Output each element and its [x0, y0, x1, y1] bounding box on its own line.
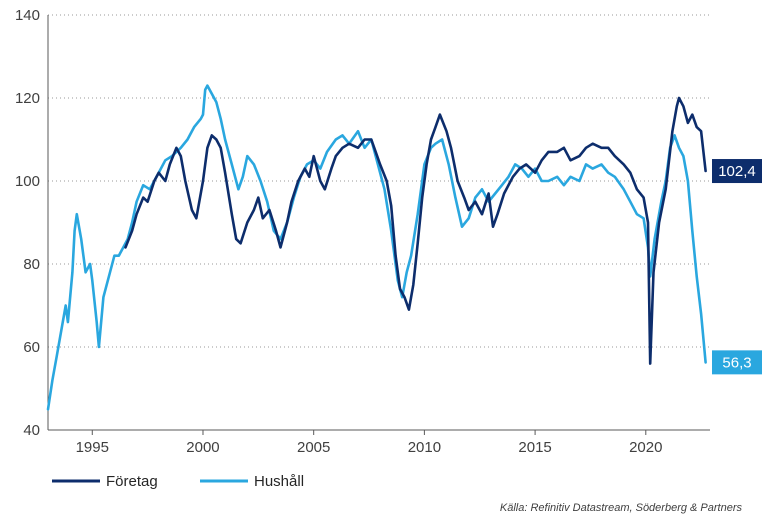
- series-lines: [46, 84, 707, 411]
- legend-label-hushall: Hushåll: [254, 473, 304, 490]
- legend: Företag Hushåll: [52, 473, 304, 490]
- x-tick-label-2005: 2005: [297, 439, 330, 456]
- y-tick-label-80: 80: [23, 256, 40, 273]
- end-label-foretag: 102,4: [718, 163, 756, 180]
- legend-label-foretag: Företag: [106, 473, 158, 490]
- y-tick-label-60: 60: [23, 339, 40, 356]
- end-labels: 102,4 56,3: [712, 159, 762, 375]
- x-tick-label-2010: 2010: [408, 439, 441, 456]
- y-tick-label-40: 40: [23, 422, 40, 439]
- end-label-hushall: 56,3: [722, 354, 751, 371]
- y-tick-label-120: 120: [15, 90, 40, 107]
- x-tick-label-1995: 1995: [76, 439, 109, 456]
- y-tick-label-140: 140: [15, 7, 40, 24]
- source-note: Källa: Refinitiv Datastream, Söderberg &…: [500, 502, 743, 514]
- x-tick-label-2015: 2015: [518, 439, 551, 456]
- x-tick-label-2020: 2020: [629, 439, 662, 456]
- grid-lines: [48, 14, 710, 348]
- x-tick-label-2000: 2000: [186, 439, 219, 456]
- series-line-hushall: [46, 84, 707, 411]
- end-label-box-hushall: [712, 350, 762, 375]
- y-tick-label-100: 100: [15, 173, 40, 190]
- series-line-foretag: [124, 96, 707, 365]
- axes: 40 60 80 100 120 140 1995 2000 2005 2010 2015 2020: [15, 7, 710, 456]
- end-label-box-foretag: [712, 159, 762, 184]
